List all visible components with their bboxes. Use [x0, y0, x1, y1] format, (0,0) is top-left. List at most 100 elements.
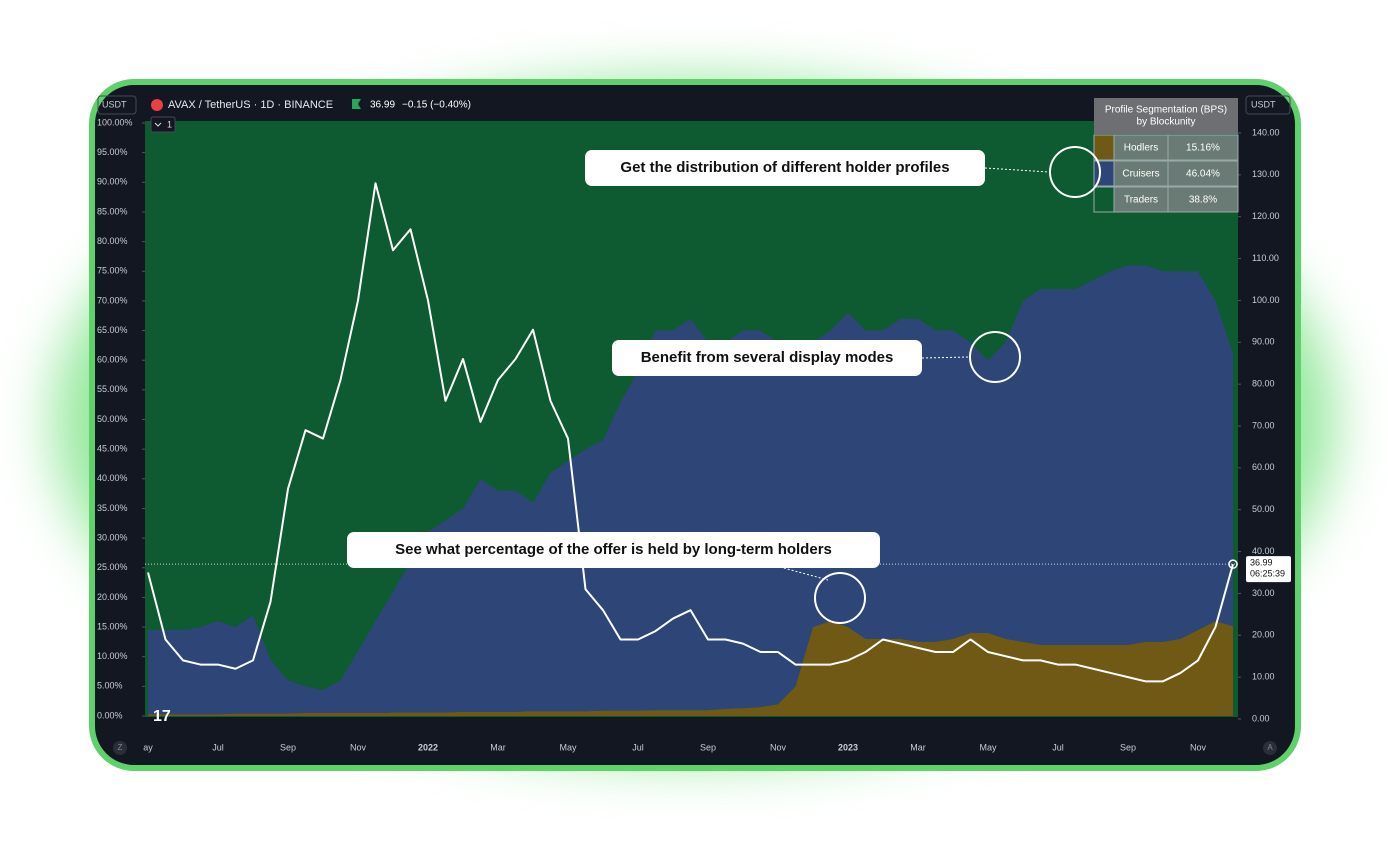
- x-tick-label: Jul: [632, 742, 644, 752]
- chevron: [154, 122, 162, 127]
- annotation-box: [347, 532, 880, 568]
- annotation-circle: [1049, 146, 1101, 198]
- price-tag-value: 36.99: [1250, 558, 1273, 568]
- table-header: [1094, 98, 1238, 134]
- y2-tick-label: 20.00: [1252, 630, 1275, 640]
- y2-tick-label: 30.00: [1252, 588, 1275, 598]
- annotation-box: [612, 340, 922, 376]
- y2-tick-label: 70.00: [1252, 420, 1275, 430]
- table-name-cell: [1113, 160, 1169, 187]
- annotation-leader: [984, 167, 1050, 173]
- y-tick-label: 5.00%: [97, 681, 123, 691]
- x-tick-label: 2023: [838, 742, 858, 752]
- x-tick-label: Nov: [770, 742, 787, 752]
- x-tick-label: May: [559, 742, 577, 752]
- annotation-box: [585, 150, 985, 186]
- table-value-cell: [1167, 134, 1239, 161]
- x-tick-label: Sep: [280, 742, 296, 752]
- y-tick-label: 40.00%: [97, 473, 128, 483]
- x-tick-label: Sep: [1120, 742, 1136, 752]
- scale-button: [113, 741, 127, 755]
- y2-tick-label: 140.00: [1252, 127, 1280, 137]
- y-tick-label: 60.00%: [97, 355, 128, 365]
- chart: 0.00% 5.00% 10.00% 15.00% 20.00% 25.00% 30.00%…: [97, 95, 1291, 755]
- status-flag: [352, 99, 361, 109]
- y2-tick-label: 120.00: [1252, 211, 1280, 221]
- y-tick-label: 85.00%: [97, 206, 128, 216]
- y2-tick-label: 50.00: [1252, 504, 1275, 514]
- table-name: Hodlers: [1124, 143, 1158, 154]
- table-name: Cruisers: [1122, 169, 1159, 180]
- price-tag: [1246, 556, 1291, 583]
- table-value-cell: [1167, 186, 1239, 213]
- x-tick-label: Jul: [212, 742, 224, 752]
- y2-tick-label: 90.00: [1252, 337, 1275, 347]
- x-tick-label: Mar: [910, 742, 926, 752]
- area-1: [148, 265, 1233, 715]
- y-tick-label: 0.00%: [97, 710, 123, 720]
- y-tick-label: 100.00%: [97, 117, 133, 127]
- x-tick-label: Nov: [1190, 742, 1207, 752]
- scale-button-label: Z: [118, 743, 123, 752]
- pane-toggle: [150, 116, 176, 133]
- symbol-icon: [151, 99, 163, 111]
- pane-index: 1: [167, 119, 172, 129]
- currency-box: [97, 95, 137, 115]
- scale-button-label: A: [1267, 743, 1273, 752]
- y-tick-label: 20.00%: [97, 592, 128, 602]
- y2-tick-label: 10.00: [1252, 672, 1275, 682]
- currency-right: USDT: [1251, 99, 1276, 109]
- countdown: 06:25:39: [1250, 569, 1285, 579]
- logo: 17: [153, 708, 171, 725]
- table-title: Profile Segmentation (BPS): [1105, 105, 1227, 116]
- y-tick-label: 80.00%: [97, 236, 128, 246]
- change: −0.15 (−0.40%): [402, 100, 471, 111]
- currency-box: [1245, 95, 1291, 115]
- table-value-cell: [1167, 160, 1239, 187]
- y-tick-label: 45.00%: [97, 444, 128, 454]
- last-point: [1228, 559, 1238, 569]
- y-tick-label: 30.00%: [97, 532, 128, 542]
- y-tick-label: 25.00%: [97, 562, 128, 572]
- y-tick-label: 90.00%: [97, 177, 128, 187]
- x-tick-label: Jul: [1052, 742, 1064, 752]
- table-swatch: [1093, 186, 1115, 213]
- annotation-text: Benefit from several display modes: [641, 349, 894, 366]
- price-line: [147, 182, 1234, 683]
- table-swatch: [1093, 134, 1115, 161]
- x-tick-label: Sep: [700, 742, 716, 752]
- y-tick-label: 75.00%: [97, 266, 128, 276]
- annotation-circle: [814, 572, 866, 624]
- table-subtitle: by Blockunity: [1137, 117, 1196, 128]
- y-tick-label: 35.00%: [97, 503, 128, 513]
- table-name-cell: [1113, 186, 1169, 213]
- y-tick-label: 70.00%: [97, 295, 128, 305]
- annotation-text: See what percentage of the offer is held…: [395, 541, 832, 558]
- y2-tick-label: 80.00: [1252, 379, 1275, 389]
- y2-tick-label: 110.00: [1252, 253, 1279, 263]
- plot: [147, 123, 1234, 716]
- currency-left: USDT: [102, 99, 127, 109]
- table-value: 38.8%: [1189, 195, 1217, 206]
- scale-button: [1263, 741, 1277, 755]
- segmentation-table: Profile Segmentation (BPS)by Blockunity H…: [1093, 98, 1239, 213]
- y-tick-label: 15.00%: [97, 621, 128, 631]
- table-name: Traders: [1124, 195, 1158, 206]
- table-value: 46.04%: [1186, 169, 1220, 180]
- x-tick-label: Mar: [490, 742, 506, 752]
- y2-tick-label: 100.00: [1252, 295, 1280, 305]
- y-tick-label: 95.00%: [97, 147, 128, 157]
- y-tick-label: 10.00%: [97, 651, 128, 661]
- y-tick-label: 50.00%: [97, 414, 128, 424]
- x-tick-label: May: [979, 742, 997, 752]
- y2-tick-label: 130.00: [1252, 169, 1280, 179]
- annotation-leader: [779, 566, 829, 581]
- last-price: 36.99: [370, 100, 395, 111]
- y-tick-label: 55.00%: [97, 384, 128, 394]
- y2-tick-label: 0.00: [1252, 713, 1270, 723]
- symbol: AVAX / TetherUS · 1D · BINANCE: [168, 99, 333, 111]
- x-tick-label: 2022: [418, 742, 438, 752]
- y2-tick-label: 60.00: [1252, 462, 1275, 472]
- annotation-text: Get the distribution of different holder…: [620, 159, 949, 176]
